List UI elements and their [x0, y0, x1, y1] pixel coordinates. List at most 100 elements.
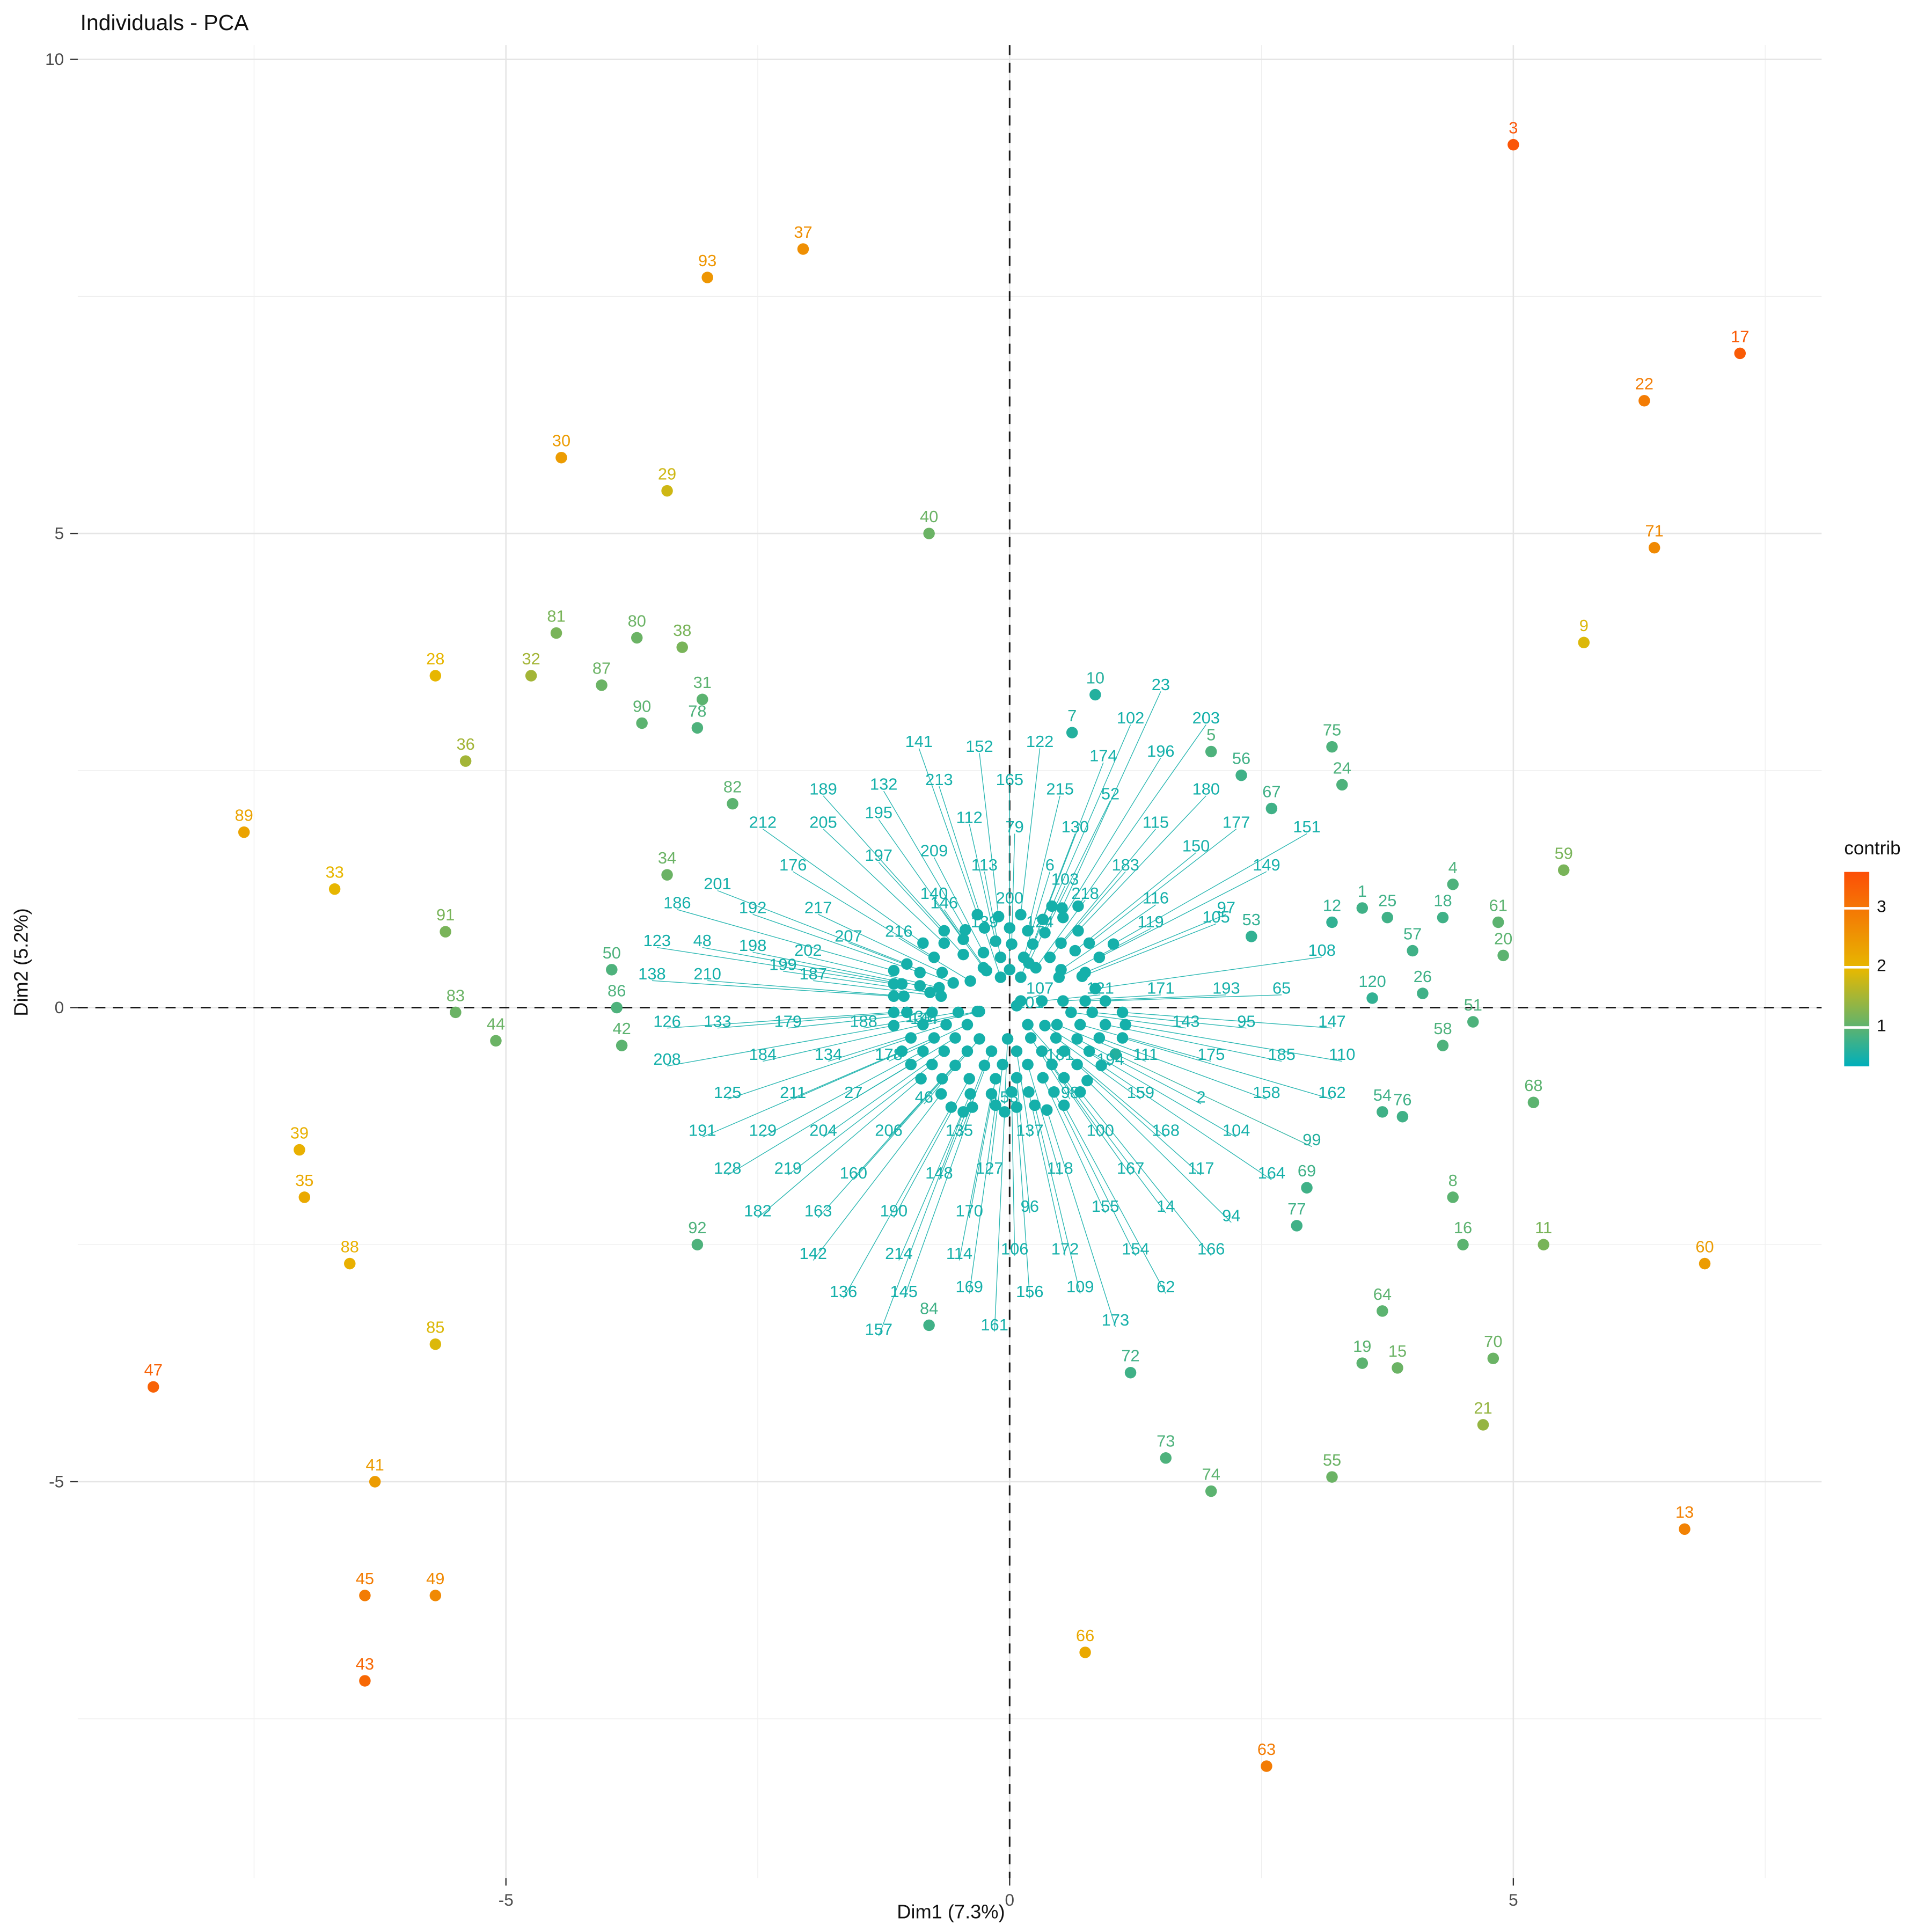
data-point — [1037, 913, 1049, 925]
label-leader-line — [823, 795, 945, 931]
point-label: 121 — [1087, 979, 1114, 998]
point-label: 30 — [552, 431, 570, 450]
data-point — [661, 485, 673, 497]
label-leader-line — [813, 980, 941, 997]
point-label: 101 — [1016, 993, 1043, 1012]
data-point — [990, 1073, 1001, 1085]
data-point — [1527, 1096, 1540, 1108]
label-leader-line — [863, 1012, 958, 1029]
data-point — [1336, 779, 1348, 791]
x-tick-label: 5 — [1509, 1890, 1518, 1909]
point-label: 141 — [905, 732, 933, 751]
label-leader-line — [1042, 994, 1101, 1001]
data-point — [936, 1073, 948, 1085]
point-label: 106 — [1001, 1239, 1028, 1258]
point-label: 150 — [1182, 836, 1210, 855]
point-label: 52 — [1101, 784, 1119, 803]
point-label: 125 — [714, 1083, 741, 1102]
data-point — [1086, 1006, 1098, 1019]
point-label: 161 — [980, 1315, 1008, 1334]
data-point — [917, 1045, 929, 1057]
data-point — [1023, 1086, 1035, 1098]
data-point — [917, 937, 929, 949]
legend: contrib 3 2 1 — [1844, 838, 1932, 1067]
x-tick-label: -5 — [499, 1890, 514, 1909]
point-label: 22 — [1635, 375, 1653, 393]
point-label: 99 — [1302, 1130, 1321, 1149]
data-point — [359, 1590, 371, 1601]
data-point — [328, 883, 341, 895]
data-point — [888, 964, 900, 977]
data-point — [1326, 916, 1338, 928]
point-label: 34 — [658, 848, 676, 867]
label-leader-line — [918, 748, 978, 915]
point-label: 173 — [1102, 1311, 1129, 1329]
label-leader-line — [1016, 1078, 1030, 1213]
data-point — [1396, 1110, 1409, 1123]
label-leader-line — [1095, 956, 1322, 989]
data-point — [1022, 925, 1034, 937]
point-label: 58 — [1433, 1019, 1452, 1038]
data-point — [990, 935, 1001, 947]
point-label: 205 — [809, 813, 837, 831]
label-leader-line — [667, 1012, 894, 1029]
point-label: 66 — [1076, 1626, 1094, 1645]
point-label: 187 — [800, 964, 827, 983]
point-label: 64 — [1373, 1285, 1392, 1304]
legend-tick-label: 2 — [1877, 956, 1886, 975]
label-leader-line — [1042, 762, 1104, 920]
point-label: 100 — [1087, 1121, 1114, 1140]
data-point — [490, 1035, 502, 1047]
point-label: 86 — [608, 981, 626, 1000]
point-label: 32 — [522, 649, 540, 668]
data-point — [905, 1032, 917, 1044]
y-tick-label: 10 — [45, 49, 64, 69]
data-point — [636, 717, 648, 729]
label-leader-line — [727, 1064, 911, 1176]
point-label: 55 — [1323, 1451, 1341, 1469]
point-label: 182 — [744, 1202, 771, 1220]
data-point — [1538, 1239, 1549, 1250]
data-point — [1055, 937, 1067, 949]
point-label: 24 — [1333, 758, 1351, 777]
point-label: 77 — [1287, 1199, 1306, 1218]
label-leader-line — [933, 857, 984, 953]
point-label: 7 — [1067, 706, 1077, 725]
label-leader-line — [657, 947, 894, 985]
label-leader-line — [898, 1094, 971, 1261]
point-label: 13 — [1675, 1503, 1694, 1521]
point-label: 105 — [1202, 908, 1230, 926]
point-label: 68 — [1524, 1076, 1542, 1095]
point-label: 208 — [653, 1050, 680, 1069]
label-leader-line — [1077, 1038, 1202, 1104]
point-label: 146 — [931, 894, 958, 912]
data-point — [957, 948, 969, 961]
data-point — [1301, 1182, 1313, 1194]
data-point — [1079, 995, 1091, 1007]
point-label: 43 — [356, 1655, 374, 1673]
point-label: 15 — [1388, 1342, 1407, 1360]
label-leader-line — [853, 1065, 956, 1180]
point-label: 211 — [780, 1083, 806, 1102]
point-label: 179 — [774, 1012, 802, 1030]
point-label: 162 — [1318, 1083, 1345, 1102]
data-point — [1246, 931, 1257, 942]
point-label: 172 — [1051, 1239, 1079, 1258]
data-point — [1160, 1452, 1172, 1464]
data-point — [967, 1101, 978, 1113]
data-point — [359, 1675, 371, 1687]
legend-gradient-bar: 3 2 1 — [1844, 872, 1886, 1067]
point-label: 11 — [1535, 1218, 1552, 1237]
point-label: 142 — [800, 1244, 827, 1263]
point-label: 114 — [946, 1244, 972, 1263]
label-leader-line — [1027, 1024, 1060, 1062]
point-label: 134 — [815, 1045, 842, 1064]
data-point — [1487, 1352, 1499, 1364]
point-label: 84 — [920, 1299, 938, 1318]
data-point — [990, 1099, 1001, 1111]
data-point — [1326, 741, 1338, 753]
label-leader-line — [1004, 1038, 1008, 1104]
data-point — [1095, 1059, 1107, 1072]
data-point — [901, 958, 913, 970]
point-label: 170 — [955, 1202, 983, 1220]
